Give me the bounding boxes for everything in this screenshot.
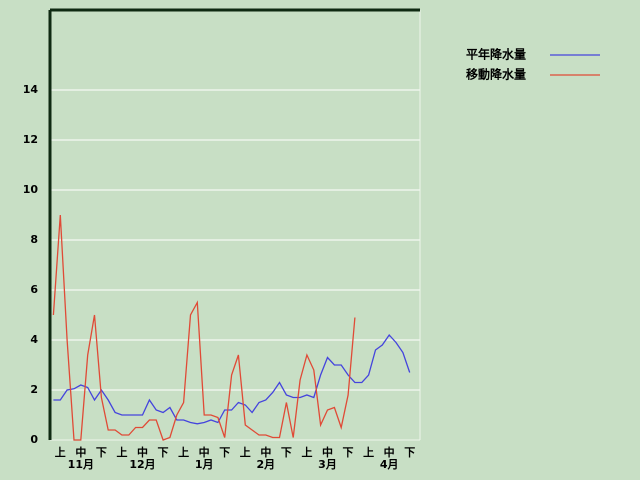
y-tick-label: 4 xyxy=(30,333,38,346)
month-label: 11月 xyxy=(68,458,94,471)
month-label: 4月 xyxy=(380,458,399,471)
legend-label: 平年降水量 xyxy=(466,47,526,62)
x-tick-label: 下 xyxy=(404,446,415,459)
y-tick-label: 0 xyxy=(30,433,38,446)
x-tick-label: 中 xyxy=(199,445,210,459)
x-tick-label: 下 xyxy=(96,446,107,459)
y-tick-label: 14 xyxy=(23,83,39,96)
x-tick-label: 上 xyxy=(178,445,189,459)
month-label: 2月 xyxy=(257,458,276,471)
month-label: 1月 xyxy=(195,458,214,471)
x-tick-label: 中 xyxy=(137,445,148,459)
month-label: 12月 xyxy=(129,458,155,471)
x-tick-label: 中 xyxy=(75,445,86,459)
x-tick-label: 上 xyxy=(363,445,374,459)
y-tick-label: 12 xyxy=(23,133,38,146)
x-tick-label: 中 xyxy=(260,445,271,459)
x-tick-label: 下 xyxy=(281,446,292,459)
legend-label: 移動降水量 xyxy=(466,67,526,82)
x-tick-label: 中 xyxy=(384,445,395,459)
x-tick-label: 下 xyxy=(158,446,169,459)
y-tick-label: 8 xyxy=(30,233,38,246)
x-tick-label: 中 xyxy=(322,445,333,459)
x-tick-label: 下 xyxy=(219,446,230,459)
month-label: 3月 xyxy=(318,458,337,471)
x-tick-label: 上 xyxy=(55,445,66,459)
series-line xyxy=(52,214,356,441)
x-tick-label: 下 xyxy=(343,446,354,459)
x-tick-label: 上 xyxy=(116,445,127,459)
x-tick-label: 上 xyxy=(240,445,251,459)
series-line xyxy=(53,333,411,425)
y-tick-label: 10 xyxy=(23,183,39,196)
y-tick-label: 6 xyxy=(30,283,38,296)
x-tick-label: 上 xyxy=(301,445,312,459)
y-tick-label: 2 xyxy=(30,383,38,396)
